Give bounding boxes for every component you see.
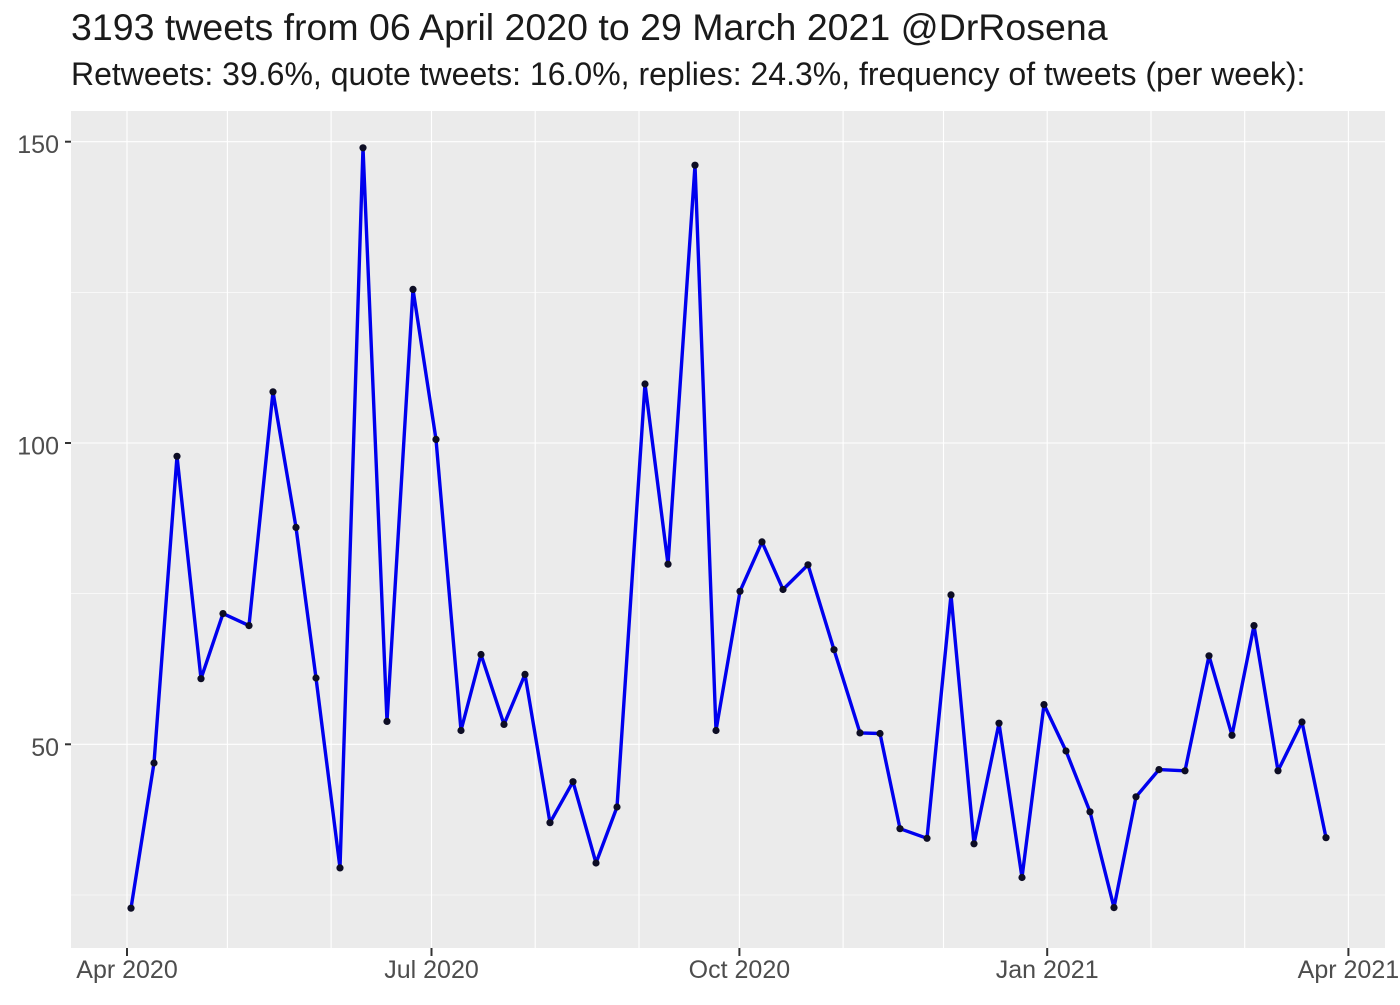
svg-text:100: 100 bbox=[17, 433, 59, 461]
svg-text:Jul 2020: Jul 2020 bbox=[384, 956, 479, 984]
svg-text:Oct 2020: Oct 2020 bbox=[689, 956, 790, 984]
svg-text:Apr 2020: Apr 2020 bbox=[76, 956, 177, 984]
svg-text:Jan 2021: Jan 2021 bbox=[996, 956, 1099, 984]
svg-text:Apr 2021: Apr 2021 bbox=[1298, 956, 1399, 984]
svg-text:50: 50 bbox=[31, 734, 59, 762]
svg-text:150: 150 bbox=[17, 131, 59, 159]
